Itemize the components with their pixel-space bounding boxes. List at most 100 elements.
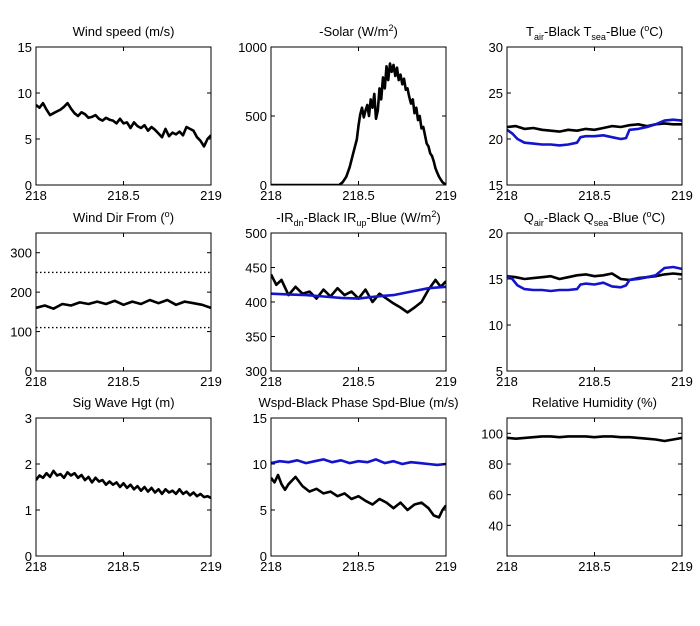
y-tick-label: 3 (25, 411, 32, 426)
x-tick-label: 218 (496, 559, 518, 574)
title-fragment: C) (649, 24, 663, 39)
axes-frame (35, 417, 212, 557)
y-tick-label: 15 (253, 411, 267, 426)
title-fragment: Sig Wave Hgt (m) (72, 395, 174, 410)
y-tick-label: 60 (489, 488, 503, 503)
title-fragment: 2 (388, 23, 393, 33)
y-tick-label: 400 (245, 295, 267, 310)
title-fragment: air (534, 32, 544, 42)
subplot-title: -IRdn​-Black IRup​-Blue (W/m2​) (276, 209, 440, 228)
y-tick-label: 500 (245, 109, 267, 124)
y-tick-label: 10 (18, 86, 32, 101)
y-tick-label: 0 (260, 178, 267, 193)
subplot-wspd-phase: Wspd-Black Phase Spd-Blue (m/s) 218 218.5 2… (253, 395, 459, 574)
x-tick-label: 219 (200, 374, 222, 389)
y-tick-label: 25 (489, 86, 503, 101)
title-fragment: Relative Humidity (%) (532, 395, 657, 410)
title-fragment: up (356, 218, 366, 228)
title-fragment: dn (294, 218, 304, 228)
y-tick-label: 300 (10, 246, 32, 261)
subplot-solar: -Solar (W/m2​) 218 218.5 219 0 500 1000 (238, 23, 457, 203)
title-fragment: sea (594, 218, 609, 228)
title-fragment: ) (436, 210, 440, 225)
x-tick-label: 219 (200, 188, 222, 203)
y-tick-label: 20 (489, 226, 503, 241)
series-line-black (36, 469, 211, 500)
title-fragment: ) (394, 24, 398, 39)
series-group (36, 271, 211, 329)
series-line-black (271, 62, 446, 185)
x-tick-label: 218.5 (342, 559, 375, 574)
x-tick-label: 218.5 (578, 374, 611, 389)
series-group (36, 469, 211, 500)
x-tick-label: 218.5 (107, 559, 140, 574)
y-tick-label: 2 (25, 457, 32, 472)
y-tick-label: 200 (10, 285, 32, 300)
series-line-blue (271, 285, 446, 300)
y-tick-label: 100 (481, 426, 503, 441)
title-fragment: air (534, 218, 544, 228)
axes-frame (506, 232, 683, 372)
y-tick-label: 0 (25, 549, 32, 564)
x-tick-label: 218 (496, 188, 518, 203)
series-line-black (36, 298, 211, 311)
title-fragment: o (644, 23, 649, 33)
x-tick-label: 219 (435, 559, 457, 574)
y-tick-label: 5 (260, 503, 267, 518)
y-tick-label: 1 (25, 503, 32, 518)
y-tick-label: 300 (245, 364, 267, 379)
title-fragment: -Blue (W/m (366, 210, 431, 225)
title-fragment: o (647, 209, 652, 219)
series-line-blue (507, 118, 682, 147)
x-tick-label: 218.5 (342, 374, 375, 389)
title-fragment: -Black T (544, 24, 591, 39)
y-tick-label: 15 (489, 178, 503, 193)
x-tick-label: 218.5 (342, 188, 375, 203)
y-tick-label: 0 (25, 364, 32, 379)
subplot-title: -Solar (W/m2​) (319, 23, 398, 39)
x-tick-label: 219 (671, 374, 693, 389)
x-tick-label: 218 (260, 559, 282, 574)
y-tick-label: 80 (489, 457, 503, 472)
x-tick-label: 219 (671, 188, 693, 203)
subplot-sig-wave: Sig Wave Hgt (m) 218 218.5 219 0 1 2 3 (25, 395, 222, 574)
title-fragment: Q (524, 210, 534, 225)
title-fragment: C) (652, 210, 666, 225)
series-line-black (507, 435, 682, 443)
y-tick-label: 15 (489, 272, 503, 287)
subplot-wind-dir: Wind Dir From (o​) 218 218.5 219 0 100 200 300 (10, 209, 222, 389)
title-fragment: -IR (276, 210, 293, 225)
subplot-title: Sig Wave Hgt (m) (72, 395, 174, 410)
x-tick-label: 218 (496, 374, 518, 389)
y-tick-label: 5 (25, 132, 32, 147)
y-tick-label: 30 (489, 40, 503, 55)
y-tick-label: 40 (489, 518, 503, 533)
series-group (271, 458, 446, 519)
x-tick-label: 218.5 (107, 188, 140, 203)
title-fragment: Wspd-Black Phase Spd-Blue (m/s) (258, 395, 458, 410)
subplot-title: Wspd-Black Phase Spd-Blue (m/s) (258, 395, 458, 410)
y-tick-label: 1000 (238, 40, 267, 55)
title-fragment: Wind speed (m/s) (73, 24, 175, 39)
series-line-black (36, 101, 211, 148)
subplot-air-sea-temp: Tair​-Black Tsea​-Blue (o​C) 218 218.5 219 1… (489, 23, 693, 203)
title-fragment: Wind Dir From ( (73, 210, 165, 225)
series-group (271, 273, 446, 314)
series-line-black (271, 273, 446, 314)
series-line-blue (507, 265, 682, 293)
x-tick-label: 218 (260, 374, 282, 389)
subplot-relative-humidity: Relative Humidity (%) 218 218.5 219 40 60 80 10… (481, 395, 693, 574)
y-tick-label: 350 (245, 330, 267, 345)
y-tick-label: 450 (245, 261, 267, 276)
y-tick-label: 0 (25, 178, 32, 193)
title-fragment: T (526, 24, 534, 39)
y-tick-label: 10 (253, 457, 267, 472)
y-tick-label: 100 (10, 325, 32, 340)
title-fragment: -Solar (W/m (319, 24, 388, 39)
subplot-wind-speed: Wind speed (m/s) 218 218.5 219 0 5 10 15 (18, 24, 222, 203)
subplot-title: Tair​-Black Tsea​-Blue (o​C) (526, 23, 663, 42)
x-tick-label: 219 (200, 559, 222, 574)
subplot-title: Relative Humidity (%) (532, 395, 657, 410)
x-tick-label: 219 (435, 374, 457, 389)
axes-frame (270, 417, 447, 557)
